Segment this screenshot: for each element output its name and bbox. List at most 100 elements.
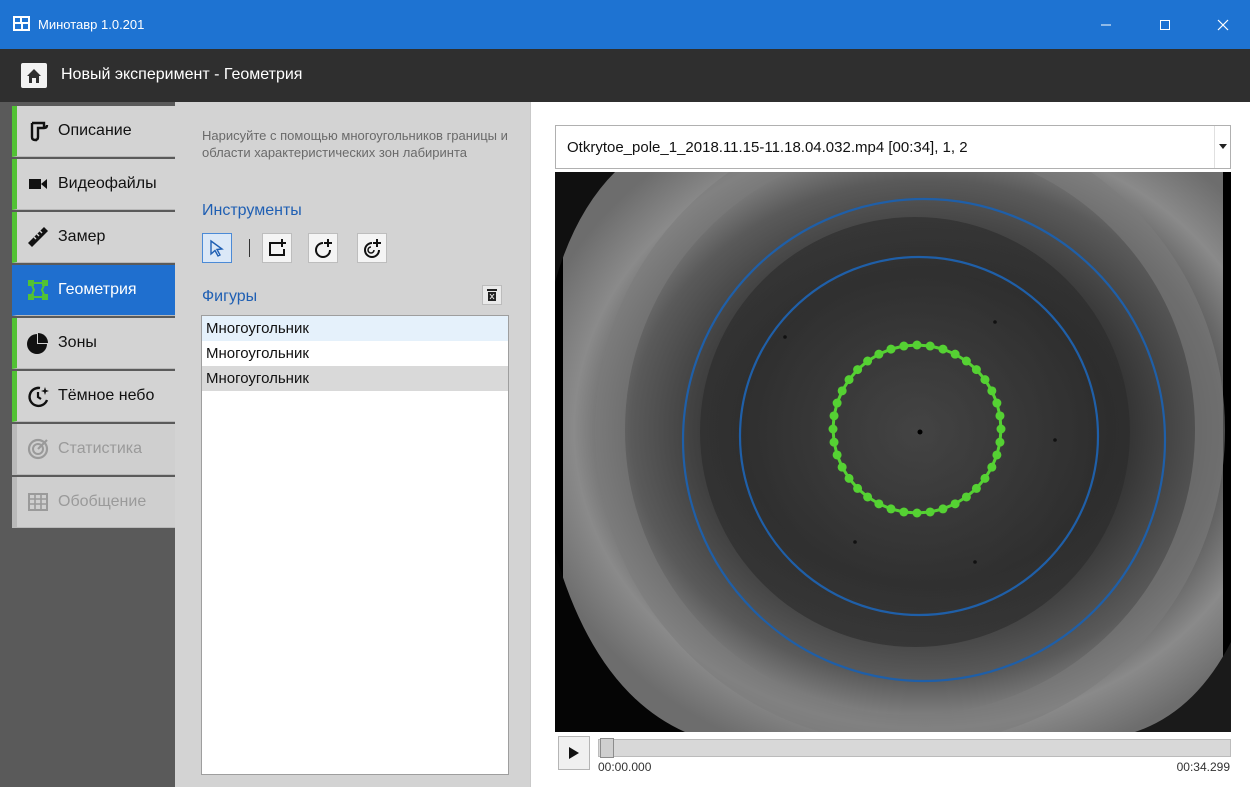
polygon-vertex[interactable] (987, 386, 997, 396)
polygon-vertex[interactable] (899, 341, 909, 351)
list-item[interactable]: Многоугольник (202, 316, 508, 341)
polygon-vertex[interactable] (874, 349, 884, 359)
timeline-thumb[interactable] (600, 738, 614, 758)
sidebar-item-description[interactable]: Описание (12, 106, 175, 157)
pointer-icon (210, 239, 224, 257)
add-rect-icon (269, 239, 286, 256)
polygon-vertex[interactable] (863, 492, 873, 502)
polygon-vertex[interactable] (980, 473, 990, 483)
polygon-vertex[interactable] (938, 504, 948, 514)
home-icon (27, 68, 41, 83)
add-polygon-button[interactable] (262, 233, 292, 263)
ruler-icon (26, 225, 50, 249)
polygon-vertex[interactable] (992, 398, 1002, 408)
polygon-vertex[interactable] (925, 341, 935, 351)
video-frame[interactable] (555, 172, 1231, 732)
video-camera-icon (26, 172, 50, 196)
add-circle-icon (315, 239, 332, 258)
polygon-vertex[interactable] (980, 375, 990, 385)
delete-shape-button[interactable] (482, 285, 502, 305)
close-button[interactable] (1194, 0, 1250, 49)
total-time: 00:34.299 (1176, 760, 1230, 774)
add-circle-button[interactable] (308, 233, 338, 263)
sidebar-item-label: Видеофайлы (58, 175, 157, 192)
polygon-vertex[interactable] (837, 462, 847, 472)
sidebar-item-label: Замер (58, 228, 106, 245)
polygon-vertex[interactable] (837, 386, 847, 396)
polygon-vertex[interactable] (971, 483, 981, 493)
trash-icon (487, 289, 497, 301)
toolbar-separator (249, 239, 250, 257)
polygon-vertex[interactable] (996, 424, 1006, 434)
video-file-select[interactable]: Otkrytoe_pole_1_2018.11.15-11.18.04.032.… (555, 125, 1231, 169)
shapes-title: Фигуры (202, 288, 258, 305)
polygon-vertex[interactable] (828, 424, 838, 434)
maximize-button[interactable] (1136, 0, 1194, 49)
instruction-text: Нарисуйте с помощью многоугольников гран… (202, 128, 508, 160)
outer-boundary-circle[interactable] (681, 197, 1167, 683)
center-zone-polygon[interactable] (828, 340, 1006, 518)
sidebar-item-dark-sky[interactable]: Тёмное небо (12, 371, 175, 422)
sidebar-item-label: Тёмное небо (58, 387, 155, 404)
polygon-vertex[interactable] (844, 375, 854, 385)
selected-file: Otkrytoe_pole_1_2018.11.15-11.18.04.032.… (567, 139, 968, 156)
polygon-vertex[interactable] (987, 462, 997, 472)
polygon-vertex[interactable] (938, 344, 948, 354)
polygon-vertex[interactable] (832, 450, 842, 460)
app-logo-icon (13, 16, 30, 31)
dropdown-arrow-icon (1214, 126, 1230, 168)
sidebar-item-statistics[interactable]: Статистика (12, 424, 175, 475)
polygon-vertex[interactable] (874, 499, 884, 509)
maximize-icon (1160, 19, 1170, 30)
add-ring-icon (364, 239, 381, 258)
polygon-vertex[interactable] (844, 473, 854, 483)
sidebar-item-label: Статистика (58, 440, 143, 457)
dark-sky-icon (26, 384, 50, 408)
polygon-vertex[interactable] (950, 349, 960, 359)
middle-boundary-circle[interactable] (738, 255, 1100, 617)
sidebar-item-label: Обобщение (58, 493, 147, 510)
polygon-vertex[interactable] (853, 483, 863, 493)
home-button[interactable] (21, 63, 47, 88)
target-icon (26, 437, 50, 461)
polygon-vertex[interactable] (912, 340, 922, 350)
sidebar-item-videos[interactable]: Видеофайлы (12, 159, 175, 210)
add-ring-button[interactable] (357, 233, 387, 263)
polygon-vertex[interactable] (995, 437, 1005, 447)
title-bar: Минотавр 1.0.201 (0, 0, 1250, 49)
sidebar-item-zones[interactable]: Зоны (12, 318, 175, 369)
polygon-vertex[interactable] (961, 492, 971, 502)
shapes-list[interactable]: Многоугольник Многоугольник Многоугольни… (201, 315, 509, 775)
polygon-vertex[interactable] (961, 356, 971, 366)
polygon-vertex[interactable] (863, 356, 873, 366)
play-button[interactable] (558, 736, 590, 770)
list-item[interactable]: Многоугольник (206, 345, 309, 362)
polygon-vertex[interactable] (995, 411, 1005, 421)
polygon-vertex[interactable] (925, 507, 935, 517)
sidebar-item-geometry[interactable]: Геометрия (12, 265, 175, 316)
polygon-vertex[interactable] (912, 508, 922, 518)
polygon-vertex[interactable] (899, 507, 909, 517)
breadcrumb: Новый эксперимент - Геометрия (61, 66, 303, 83)
current-time: 00:00.000 (598, 760, 652, 774)
sidebar-item-summary[interactable]: Обобщение (12, 477, 175, 528)
tools-panel: Нарисуйте с помощью многоугольников гран… (175, 102, 530, 787)
sidebar-item-label: Зоны (58, 334, 97, 351)
timeline-slider[interactable] (598, 739, 1231, 757)
video-viewer: Otkrytoe_pole_1_2018.11.15-11.18.04.032.… (530, 102, 1250, 787)
polygon-vertex[interactable] (829, 411, 839, 421)
polygon-vertex[interactable] (829, 437, 839, 447)
minimize-button[interactable] (1077, 0, 1135, 49)
polygon-vertex[interactable] (950, 499, 960, 509)
window-title: Минотавр 1.0.201 (38, 17, 145, 32)
list-item[interactable]: Многоугольник (202, 366, 508, 391)
polygon-vertex[interactable] (853, 365, 863, 375)
polygon-vertex[interactable] (886, 504, 896, 514)
polygon-vertex[interactable] (886, 344, 896, 354)
polygon-vertex[interactable] (832, 398, 842, 408)
polygon-vertex[interactable] (971, 365, 981, 375)
select-tool-button[interactable] (202, 233, 232, 263)
polygon-vertex[interactable] (992, 450, 1002, 460)
play-icon (569, 747, 579, 759)
sidebar-item-measure[interactable]: Замер (12, 212, 175, 263)
